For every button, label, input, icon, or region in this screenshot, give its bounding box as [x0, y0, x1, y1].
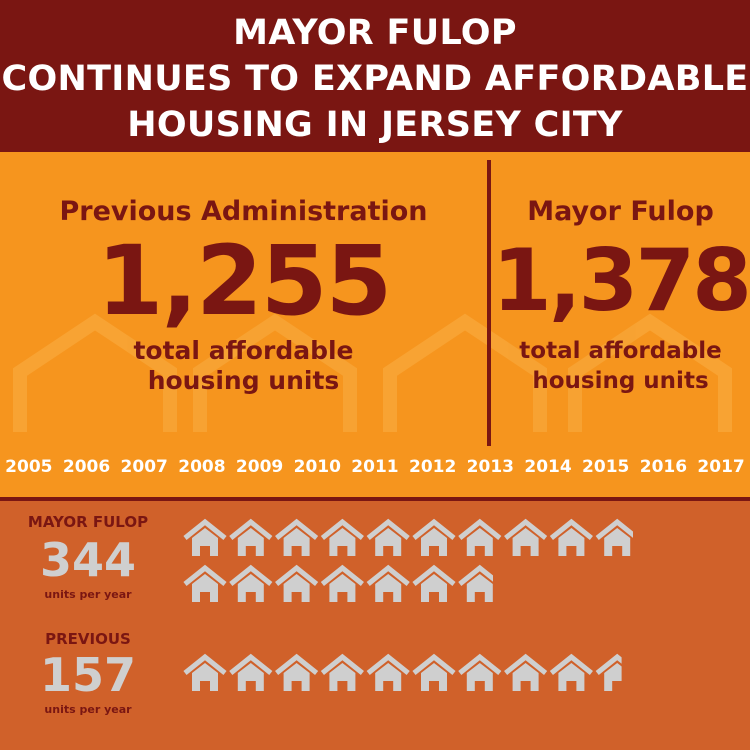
- house-icon: [504, 518, 548, 556]
- mayor-per-year-unit: units per year: [44, 588, 132, 601]
- mayor-title: Mayor Fulop: [527, 196, 714, 227]
- mayor-total: 1,378: [491, 231, 750, 331]
- house-icon: [229, 653, 273, 691]
- year-label: 2017: [697, 457, 745, 477]
- year-label: 2014: [524, 457, 572, 477]
- previous-admin-title: Previous Administration: [59, 196, 428, 227]
- house-icon: [412, 518, 456, 556]
- previous-house-pictogram: [183, 653, 622, 691]
- mayor-caption-line-2: housing units: [532, 368, 709, 394]
- year-label: 2009: [235, 457, 284, 477]
- previous-admin-caption: total affordable housing units: [0, 336, 487, 396]
- house-icon: [504, 653, 548, 691]
- year-label: 2015: [582, 457, 630, 477]
- mayor-caption: total affordable housing units: [491, 336, 750, 396]
- house-icon: [412, 564, 456, 602]
- timeline-divider: [487, 160, 491, 446]
- mayor-per-year-label: MAYOR FULOP: [27, 513, 149, 531]
- year-label: 2005: [5, 457, 53, 477]
- house-icon: [458, 564, 493, 602]
- comparison-panel: Previous Administration 1,255 total affo…: [0, 152, 750, 497]
- year-label: 2016: [639, 457, 688, 477]
- house-icon: [183, 518, 227, 556]
- house-icon: [412, 653, 456, 691]
- house-icon: [549, 653, 593, 691]
- year-label: 2010: [293, 457, 341, 477]
- house-icon: [229, 564, 273, 602]
- headline-line-1: MAYOR FULOP: [233, 13, 517, 53]
- mayor-per-year-number: 344: [39, 533, 137, 587]
- house-icon: [275, 564, 319, 602]
- house-icon: [366, 518, 410, 556]
- headline-line-2: CONTINUES TO EXPAND AFFORDABLE: [1, 59, 749, 99]
- house-icon: [275, 518, 319, 556]
- house-icon: [549, 518, 593, 556]
- previous-per-year-unit: units per year: [44, 703, 132, 716]
- house-icon: [458, 518, 502, 556]
- house-icon: [320, 653, 364, 691]
- year-label: 2011: [351, 457, 399, 477]
- year-label: 2007: [120, 457, 168, 477]
- house-icon: [183, 564, 227, 602]
- house-icon: [229, 518, 273, 556]
- house-icon: [183, 653, 227, 691]
- year-label: 2013: [466, 457, 514, 477]
- previous-caption-line-2: housing units: [147, 366, 340, 395]
- previous-caption-line-1: total affordable: [133, 336, 354, 365]
- headline-line-3: HOUSING IN JERSEY CITY: [127, 105, 623, 145]
- previous-per-year-number: 157: [39, 648, 137, 702]
- year-label: 2012: [408, 457, 457, 477]
- house-icon: [320, 564, 364, 602]
- house-icon: [366, 564, 410, 602]
- house-icon: [366, 653, 410, 691]
- house-icon: [275, 653, 319, 691]
- house-icon: [458, 653, 502, 691]
- header-banner: MAYOR FULOP CONTINUES TO EXPAND AFFORDAB…: [0, 0, 750, 152]
- year-label: 2006: [62, 457, 111, 477]
- mayor-caption-line-1: total affordable: [519, 338, 722, 364]
- year-label: 2008: [178, 457, 226, 477]
- house-icon: [595, 518, 633, 556]
- background-houses-icon: [13, 313, 732, 432]
- previous-per-year-label: PREVIOUS: [45, 630, 131, 648]
- year-timeline: 2005 2006 2007 2008 2009 2010 2011 2012 2013 2014…: [0, 452, 750, 482]
- previous-admin-total: 1,255: [96, 225, 393, 337]
- house-icon: [320, 518, 364, 556]
- house-icon: [595, 653, 622, 691]
- mayor-house-pictogram: [183, 518, 633, 602]
